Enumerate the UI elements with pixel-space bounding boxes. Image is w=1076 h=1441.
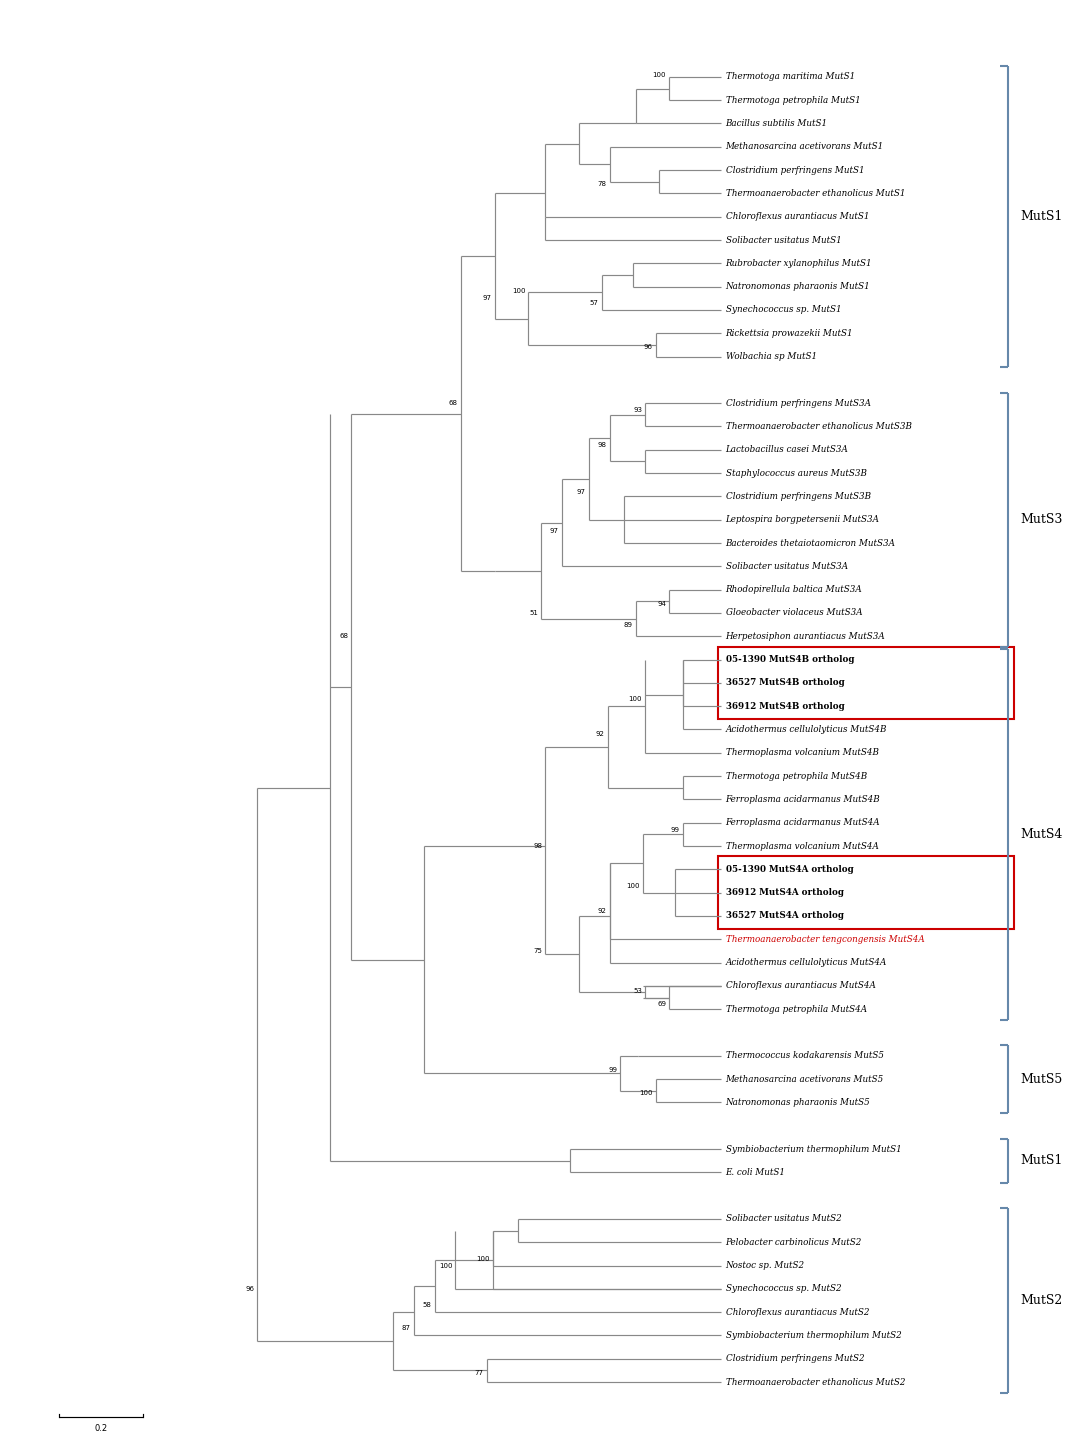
Text: Rubrobacter xylanophilus MutS1: Rubrobacter xylanophilus MutS1 [725, 259, 873, 268]
Text: Clostridium perfringens MutS1: Clostridium perfringens MutS1 [725, 166, 864, 174]
Text: Bacillus subtilis MutS1: Bacillus subtilis MutS1 [725, 120, 827, 128]
Text: 97: 97 [550, 529, 558, 535]
Text: MutS1: MutS1 [1021, 210, 1063, 223]
Text: 98: 98 [533, 843, 542, 849]
Text: Staphylococcus aureus MutS3B: Staphylococcus aureus MutS3B [725, 468, 866, 477]
Text: Acidothermus cellulolyticus MutS4B: Acidothermus cellulolyticus MutS4B [725, 725, 887, 733]
Text: 99: 99 [670, 827, 680, 833]
Text: Rhodopirellula baltica MutS3A: Rhodopirellula baltica MutS3A [725, 585, 862, 594]
Text: Chloroflexus aurantiacus MutS1: Chloroflexus aurantiacus MutS1 [725, 212, 869, 222]
Text: 69: 69 [657, 1001, 666, 1007]
Text: Thermotoga petrophila MutS4B: Thermotoga petrophila MutS4B [725, 771, 867, 781]
Text: Natronomonas pharaonis MutS5: Natronomonas pharaonis MutS5 [725, 1098, 870, 1107]
Text: 98: 98 [598, 442, 607, 448]
Text: Thermotoga maritima MutS1: Thermotoga maritima MutS1 [725, 72, 854, 81]
Text: Ferroplasma acidarmanus MutS4B: Ferroplasma acidarmanus MutS4B [725, 795, 880, 804]
Text: 05-1390 MutS4A ortholog: 05-1390 MutS4A ortholog [725, 865, 853, 873]
Text: 78: 78 [598, 182, 607, 187]
Text: Thermoanaerobacter ethanolicus MutS3B: Thermoanaerobacter ethanolicus MutS3B [725, 422, 911, 431]
Text: Thermotoga petrophila MutS4A: Thermotoga petrophila MutS4A [725, 1004, 867, 1013]
Text: Thermoplasma volcanium MutS4B: Thermoplasma volcanium MutS4B [725, 748, 878, 758]
Text: 100: 100 [477, 1255, 490, 1261]
Text: 77: 77 [475, 1370, 483, 1376]
Text: 93: 93 [633, 408, 642, 414]
Text: Nostoc sp. MutS2: Nostoc sp. MutS2 [725, 1261, 805, 1270]
Text: 97: 97 [483, 295, 492, 301]
Text: 53: 53 [634, 987, 642, 993]
Text: 87: 87 [401, 1326, 411, 1331]
Text: 96: 96 [643, 344, 653, 350]
Text: 0.2: 0.2 [95, 1424, 108, 1432]
Text: Synechococcus sp. MutS1: Synechococcus sp. MutS1 [725, 305, 841, 314]
Text: MutS5: MutS5 [1021, 1072, 1063, 1085]
Text: Pelobacter carbinolicus MutS2: Pelobacter carbinolicus MutS2 [725, 1238, 862, 1246]
Text: Solibacter usitatus MutS1: Solibacter usitatus MutS1 [725, 235, 841, 245]
Text: 05-1390 MutS4B ortholog: 05-1390 MutS4B ortholog [725, 656, 854, 664]
Text: 36527 MutS4B ortholog: 36527 MutS4B ortholog [725, 679, 845, 687]
Text: 100: 100 [653, 72, 666, 78]
Text: MutS1: MutS1 [1021, 1154, 1063, 1167]
Text: Methanosarcina acetivorans MutS5: Methanosarcina acetivorans MutS5 [725, 1075, 883, 1084]
Text: Clostridium perfringens MutS3B: Clostridium perfringens MutS3B [725, 491, 870, 501]
Text: MutS4: MutS4 [1021, 829, 1063, 842]
Text: Clostridium perfringens MutS3A: Clostridium perfringens MutS3A [725, 399, 870, 408]
Text: Rickettsia prowazekii MutS1: Rickettsia prowazekii MutS1 [725, 329, 853, 337]
Text: MutS2: MutS2 [1021, 1294, 1063, 1307]
Text: Bacteroides thetaiotaomicron MutS3A: Bacteroides thetaiotaomicron MutS3A [725, 539, 895, 548]
Bar [719, 647, 1014, 719]
Text: 100: 100 [639, 1089, 653, 1097]
Text: Lactobacillus casei MutS3A: Lactobacillus casei MutS3A [725, 445, 849, 454]
Text: Symbiobacterium thermophilum MutS2: Symbiobacterium thermophilum MutS2 [725, 1331, 902, 1340]
Text: 100: 100 [439, 1262, 452, 1268]
Text: Chloroflexus aurantiacus MutS2: Chloroflexus aurantiacus MutS2 [725, 1307, 869, 1317]
Text: 96: 96 [245, 1285, 254, 1291]
Text: Thermoanaerobacter ethanolicus MutS2: Thermoanaerobacter ethanolicus MutS2 [725, 1378, 905, 1386]
Text: 36912 MutS4B ortholog: 36912 MutS4B ortholog [725, 702, 845, 710]
Text: 92: 92 [598, 908, 607, 914]
Text: Thermoplasma volcanium MutS4A: Thermoplasma volcanium MutS4A [725, 842, 878, 850]
Bar [719, 856, 1014, 929]
Text: Chloroflexus aurantiacus MutS4A: Chloroflexus aurantiacus MutS4A [725, 981, 876, 990]
Text: Methanosarcina acetivorans MutS1: Methanosarcina acetivorans MutS1 [725, 143, 883, 151]
Text: 68: 68 [339, 633, 348, 640]
Text: Solibacter usitatus MutS2: Solibacter usitatus MutS2 [725, 1215, 841, 1223]
Text: Gloeobacter violaceus MutS3A: Gloeobacter violaceus MutS3A [725, 608, 862, 617]
Text: MutS3: MutS3 [1021, 513, 1063, 526]
Text: 36912 MutS4A ortholog: 36912 MutS4A ortholog [725, 888, 844, 898]
Text: 57: 57 [590, 300, 598, 305]
Text: Thermoanaerobacter ethanolicus MutS1: Thermoanaerobacter ethanolicus MutS1 [725, 189, 905, 197]
Text: Clostridium perfringens MutS2: Clostridium perfringens MutS2 [725, 1355, 864, 1363]
Text: 68: 68 [449, 401, 457, 406]
Text: E. coli MutS1: E. coli MutS1 [725, 1167, 785, 1177]
Text: Natronomonas pharaonis MutS1: Natronomonas pharaonis MutS1 [725, 282, 870, 291]
Text: 94: 94 [657, 601, 666, 607]
Text: Thermoanaerobacter tengcongensis MutS4A: Thermoanaerobacter tengcongensis MutS4A [725, 935, 924, 944]
Text: 97: 97 [577, 488, 585, 494]
Text: Leptospira borgpetersenii MutS3A: Leptospira borgpetersenii MutS3A [725, 516, 880, 525]
Text: Symbiobacterium thermophilum MutS1: Symbiobacterium thermophilum MutS1 [725, 1144, 902, 1153]
Text: 36527 MutS4A ortholog: 36527 MutS4A ortholog [725, 911, 844, 921]
Text: 51: 51 [529, 610, 538, 615]
Text: 89: 89 [624, 621, 633, 628]
Text: 100: 100 [512, 288, 525, 294]
Text: 92: 92 [596, 731, 605, 738]
Text: Thermococcus kodakarensis MutS5: Thermococcus kodakarensis MutS5 [725, 1052, 883, 1061]
Text: Synechococcus sp. MutS2: Synechococcus sp. MutS2 [725, 1284, 841, 1294]
Text: Ferroplasma acidarmanus MutS4A: Ferroplasma acidarmanus MutS4A [725, 818, 880, 827]
Text: Solibacter usitatus MutS3A: Solibacter usitatus MutS3A [725, 562, 848, 571]
Text: Thermotoga petrophila MutS1: Thermotoga petrophila MutS1 [725, 95, 861, 105]
Text: 100: 100 [628, 696, 642, 702]
Text: Wolbachia sp MutS1: Wolbachia sp MutS1 [725, 352, 817, 362]
Text: Acidothermus cellulolyticus MutS4A: Acidothermus cellulolyticus MutS4A [725, 958, 887, 967]
Text: 99: 99 [608, 1066, 618, 1072]
Text: 75: 75 [534, 948, 542, 954]
Text: 100: 100 [626, 883, 640, 889]
Text: Herpetosiphon aurantiacus MutS3A: Herpetosiphon aurantiacus MutS3A [725, 631, 886, 641]
Text: 58: 58 [423, 1303, 431, 1308]
